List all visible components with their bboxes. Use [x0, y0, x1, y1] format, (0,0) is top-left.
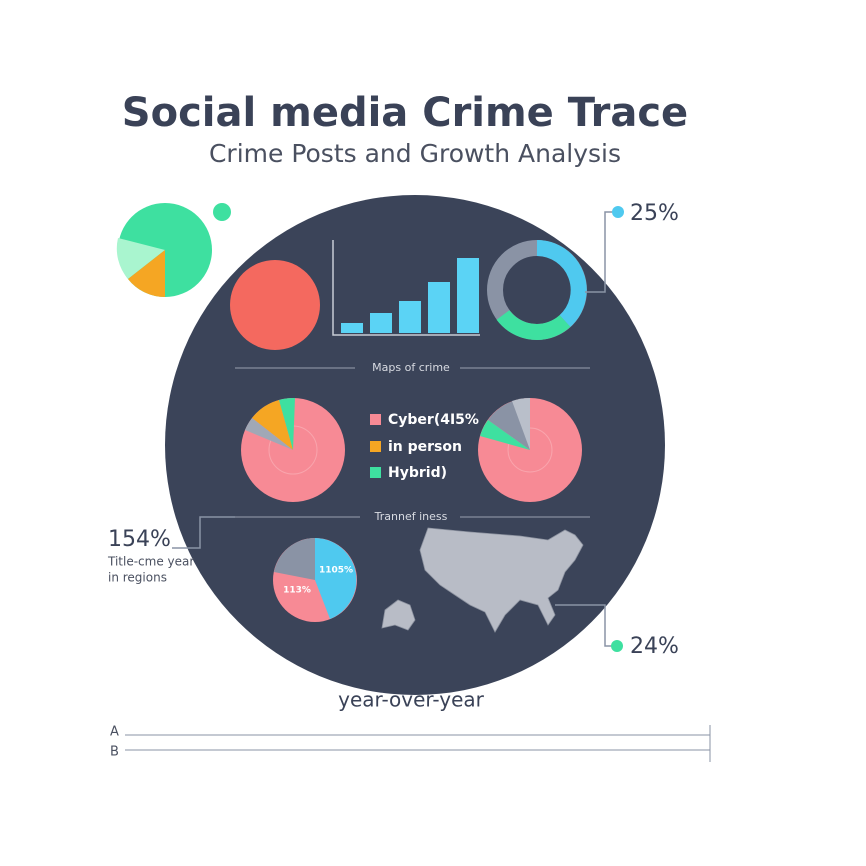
- legend-swatch: [370, 441, 381, 452]
- donut-segment: [496, 309, 571, 340]
- legend-label: Hybrid): [388, 465, 447, 481]
- connector: [172, 516, 235, 549]
- row-label: B: [110, 745, 119, 760]
- pie-slice: [274, 538, 315, 580]
- donut: [487, 240, 587, 340]
- us-map: [381, 527, 584, 633]
- pie-slice: [245, 418, 293, 450]
- dot: [213, 203, 231, 221]
- callout: 24%: [630, 634, 679, 659]
- pie-label: 1105%: [319, 566, 353, 576]
- legend-label: Cyber(4I5%: [388, 412, 479, 428]
- axis: [332, 240, 480, 336]
- bar: [428, 282, 450, 333]
- section-label: Trannef iness: [374, 510, 448, 523]
- bottom-pie: 1105% 113%: [273, 538, 357, 622]
- callout: 154%: [108, 527, 171, 552]
- top-left-pie: [116, 203, 212, 297]
- dot: [611, 640, 623, 652]
- middle-left-pie: [241, 397, 345, 502]
- map-shape: [381, 599, 416, 631]
- bar: [341, 323, 363, 333]
- middle-right-pie: [478, 397, 582, 502]
- legend-swatch: [370, 467, 381, 478]
- donut-segment: [536, 240, 587, 327]
- title: Social media Crime Trace: [122, 90, 688, 136]
- bar: [399, 301, 421, 333]
- map-shape: [419, 527, 584, 633]
- bar: [457, 258, 479, 333]
- legend: Cyber(4I5% in person Hybrid): [370, 412, 479, 481]
- section-label: Maps of crime: [372, 361, 450, 374]
- subtitle: Crime Posts and Growth Analysis: [209, 139, 621, 168]
- legend-label: in person: [388, 439, 462, 455]
- row-label: A: [110, 725, 119, 740]
- pie-slice: [128, 250, 165, 297]
- connector: [585, 211, 612, 293]
- pie-label: 113%: [283, 586, 311, 596]
- pie-slice: [512, 397, 530, 450]
- pie-slice: [116, 238, 165, 279]
- callout: 25%: [630, 201, 679, 226]
- pie-slice: [279, 397, 295, 450]
- red-circle: [230, 260, 320, 350]
- dot: [612, 206, 624, 218]
- legend-swatch: [370, 414, 381, 425]
- callout-note: Title-cme year: [107, 555, 194, 569]
- bar: [370, 313, 392, 333]
- pie-slice: [315, 538, 357, 619]
- bar-chart: [332, 240, 480, 336]
- pie-slice: [480, 420, 530, 450]
- connector: [555, 604, 611, 647]
- callout-note: in regions: [108, 571, 167, 585]
- pie-slice: [252, 400, 293, 450]
- caption: year-over-year: [338, 688, 485, 712]
